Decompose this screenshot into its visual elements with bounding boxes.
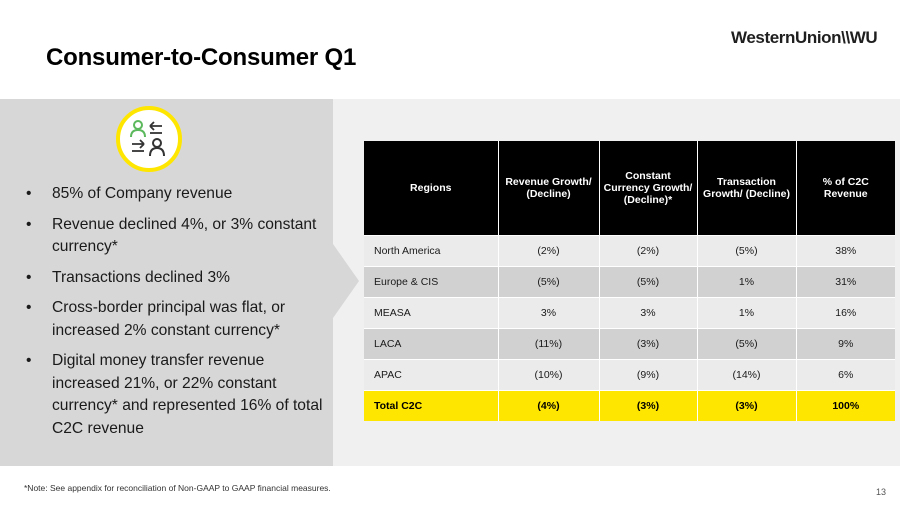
summary-bullet-list: 85% of Company revenue Revenue declined … (24, 183, 324, 448)
table-cell: MEASA (364, 297, 498, 329)
bullet-item: Transactions declined 3% (24, 267, 324, 290)
table-cell: (10%) (497, 359, 599, 391)
table-cell: 31% (795, 266, 895, 298)
table-cell: (9%) (598, 359, 697, 391)
table-cell: (3%) (696, 390, 796, 421)
c2c-region-table: Regions Revenue Growth/ (Decline) Consta… (364, 141, 895, 421)
table-row: MEASA 3% 3% 1% 16% (364, 297, 895, 329)
table-cell: APAC (364, 359, 498, 391)
table-cell: (3%) (598, 328, 697, 360)
header-regions: Regions (364, 141, 498, 236)
table-cell: 16% (795, 297, 895, 329)
table-cell: (5%) (696, 235, 796, 267)
table-cell: (2%) (497, 235, 599, 267)
table-cell: 6% (795, 359, 895, 391)
table-cell: (2%) (598, 235, 697, 267)
table-cell: 9% (795, 328, 895, 360)
header-revenue-growth: Revenue Growth/ (Decline) (497, 141, 599, 236)
person-exchange-icon (116, 106, 182, 172)
table-cell: LACA (364, 328, 498, 360)
table-header-row: Regions Revenue Growth/ (Decline) Consta… (364, 141, 895, 236)
table-cell: 100% (795, 390, 895, 421)
bullet-item: Cross-border principal was flat, or incr… (24, 297, 324, 342)
panel-chevron (333, 244, 359, 318)
table-cell: 1% (696, 266, 796, 298)
table-cell: (5%) (696, 328, 796, 360)
table-cell: Total C2C (364, 390, 498, 421)
table-cell: 1% (696, 297, 796, 329)
table-row: North America (2%) (2%) (5%) 38% (364, 235, 895, 267)
table-cell: North America (364, 235, 498, 267)
western-union-logo: WesternUnion\\WU (731, 28, 878, 47)
table-cell: (11%) (497, 328, 599, 360)
footnote: *Note: See appendix for reconciliation o… (24, 483, 331, 493)
table-cell: (3%) (598, 390, 697, 421)
table-cell: Europe & CIS (364, 266, 498, 298)
table-cell: (5%) (497, 266, 599, 298)
table-cell: 3% (598, 297, 697, 329)
table-cell: 38% (795, 235, 895, 267)
page-number: 13 (876, 487, 887, 497)
slide-title: Consumer-to-Consumer Q1 (46, 44, 357, 71)
table-total-row: Total C2C (4%) (3%) (3%) 100% (364, 390, 895, 421)
header-transaction-growth: Transaction Growth/ (Decline) (696, 141, 796, 236)
table-row: Europe & CIS (5%) (5%) 1% 31% (364, 266, 895, 298)
table-row: LACA (11%) (3%) (5%) 9% (364, 328, 895, 360)
header-pct-c2c-revenue: % of C2C Revenue (795, 141, 895, 236)
table-cell: (5%) (598, 266, 697, 298)
bullet-item: Digital money transfer revenue increased… (24, 350, 324, 440)
bullet-item: 85% of Company revenue (24, 183, 324, 206)
table-cell: 3% (497, 297, 599, 329)
table-row: APAC (10%) (9%) (14%) 6% (364, 359, 895, 391)
table-cell: (14%) (696, 359, 796, 391)
bullet-item: Revenue declined 4%, or 3% constant curr… (24, 214, 324, 259)
header-constant-currency-growth: Constant Currency Growth/ (Decline)* (598, 141, 697, 236)
table-cell: (4%) (497, 390, 599, 421)
